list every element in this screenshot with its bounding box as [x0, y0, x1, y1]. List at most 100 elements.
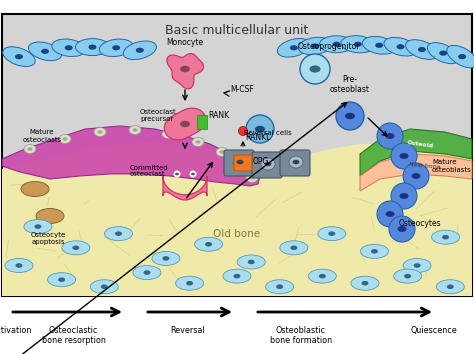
- Ellipse shape: [165, 132, 171, 136]
- Text: Osteoprogenitor: Osteoprogenitor: [298, 42, 360, 51]
- Ellipse shape: [458, 54, 466, 59]
- Text: Osteoblastic
bone formation: Osteoblastic bone formation: [270, 326, 332, 346]
- Ellipse shape: [403, 258, 431, 273]
- Ellipse shape: [216, 148, 228, 156]
- Polygon shape: [164, 108, 206, 140]
- Ellipse shape: [377, 201, 403, 227]
- Ellipse shape: [24, 144, 36, 154]
- Ellipse shape: [289, 156, 303, 168]
- Ellipse shape: [205, 242, 212, 246]
- Ellipse shape: [341, 36, 375, 53]
- Ellipse shape: [362, 281, 368, 285]
- Ellipse shape: [195, 141, 201, 144]
- Text: Activation: Activation: [0, 326, 32, 335]
- Text: Monocyte: Monocyte: [166, 38, 203, 47]
- Ellipse shape: [36, 209, 64, 223]
- Ellipse shape: [237, 160, 244, 164]
- Ellipse shape: [101, 285, 108, 289]
- Ellipse shape: [144, 270, 150, 275]
- Ellipse shape: [65, 45, 73, 50]
- Ellipse shape: [75, 39, 109, 56]
- Ellipse shape: [175, 276, 204, 290]
- Ellipse shape: [333, 42, 340, 47]
- Ellipse shape: [246, 173, 258, 183]
- Ellipse shape: [234, 274, 240, 278]
- Polygon shape: [2, 126, 260, 186]
- Ellipse shape: [411, 173, 420, 179]
- Ellipse shape: [129, 126, 141, 135]
- Ellipse shape: [377, 123, 403, 149]
- Text: Osteoclast
precursor: Osteoclast precursor: [140, 109, 177, 122]
- Ellipse shape: [175, 173, 179, 175]
- Polygon shape: [163, 176, 207, 200]
- Ellipse shape: [190, 171, 197, 177]
- Ellipse shape: [133, 129, 137, 132]
- Ellipse shape: [354, 42, 362, 47]
- Ellipse shape: [123, 41, 156, 59]
- Ellipse shape: [431, 230, 460, 244]
- Ellipse shape: [363, 36, 396, 54]
- Ellipse shape: [277, 39, 310, 57]
- Ellipse shape: [186, 281, 193, 285]
- Ellipse shape: [191, 173, 195, 175]
- Ellipse shape: [319, 36, 354, 53]
- Ellipse shape: [94, 127, 106, 137]
- Ellipse shape: [371, 249, 378, 253]
- Ellipse shape: [62, 241, 90, 255]
- Ellipse shape: [180, 66, 190, 72]
- Ellipse shape: [391, 183, 417, 209]
- Text: RANK: RANK: [208, 112, 229, 120]
- Ellipse shape: [418, 47, 426, 52]
- Ellipse shape: [58, 278, 65, 282]
- Ellipse shape: [162, 130, 174, 138]
- Ellipse shape: [336, 102, 364, 130]
- Text: M-CSF: M-CSF: [230, 85, 254, 93]
- Ellipse shape: [345, 113, 355, 119]
- Ellipse shape: [360, 244, 389, 258]
- Ellipse shape: [292, 160, 300, 164]
- Ellipse shape: [265, 280, 294, 294]
- Ellipse shape: [52, 39, 86, 57]
- Ellipse shape: [152, 251, 180, 266]
- Ellipse shape: [436, 280, 465, 294]
- Ellipse shape: [192, 137, 204, 147]
- Ellipse shape: [397, 44, 404, 49]
- Ellipse shape: [319, 274, 326, 278]
- Ellipse shape: [389, 216, 415, 242]
- Ellipse shape: [290, 45, 298, 50]
- Ellipse shape: [311, 44, 319, 48]
- Ellipse shape: [298, 37, 332, 55]
- Ellipse shape: [351, 276, 379, 290]
- FancyBboxPatch shape: [280, 150, 310, 176]
- Ellipse shape: [385, 133, 394, 139]
- Ellipse shape: [98, 130, 102, 133]
- Ellipse shape: [115, 232, 122, 236]
- Ellipse shape: [104, 227, 133, 241]
- Text: Mature
osteoblasts: Mature osteoblasts: [432, 160, 472, 172]
- Ellipse shape: [41, 49, 49, 54]
- Ellipse shape: [280, 241, 308, 255]
- Ellipse shape: [375, 43, 383, 48]
- Text: RANKL: RANKL: [245, 133, 270, 143]
- Ellipse shape: [89, 45, 96, 50]
- Ellipse shape: [99, 39, 133, 57]
- Text: Mature
osteoclasts: Mature osteoclasts: [22, 130, 62, 143]
- Ellipse shape: [73, 246, 79, 250]
- Ellipse shape: [35, 224, 41, 229]
- Ellipse shape: [90, 280, 118, 294]
- Ellipse shape: [400, 153, 409, 159]
- Ellipse shape: [442, 235, 449, 239]
- Ellipse shape: [291, 246, 297, 250]
- Ellipse shape: [328, 232, 335, 236]
- FancyBboxPatch shape: [224, 150, 254, 176]
- FancyBboxPatch shape: [252, 152, 282, 178]
- Text: Osteoclastic
bone resorption: Osteoclastic bone resorption: [42, 326, 105, 346]
- Ellipse shape: [47, 273, 76, 287]
- Ellipse shape: [393, 269, 422, 283]
- Text: Osteocytes: Osteocytes: [399, 219, 441, 228]
- Ellipse shape: [276, 285, 283, 289]
- Text: Osteocyte
apoptosis: Osteocyte apoptosis: [30, 232, 65, 245]
- Ellipse shape: [249, 176, 255, 179]
- Bar: [2, 14, 472, 296]
- Polygon shape: [360, 154, 472, 191]
